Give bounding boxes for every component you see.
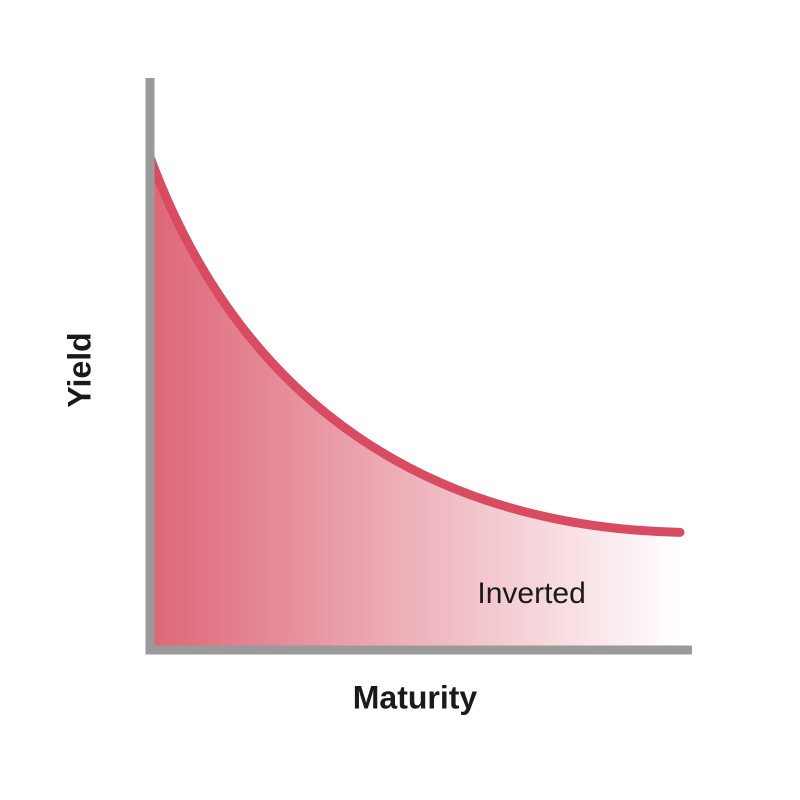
x-axis-label: Maturity [353,680,477,717]
y-axis-label: Yield [62,332,99,407]
yield-curve-chart: Yield Maturity Inverted [0,0,800,800]
curve-annotation: Inverted [477,577,585,611]
curve-area [150,157,680,650]
